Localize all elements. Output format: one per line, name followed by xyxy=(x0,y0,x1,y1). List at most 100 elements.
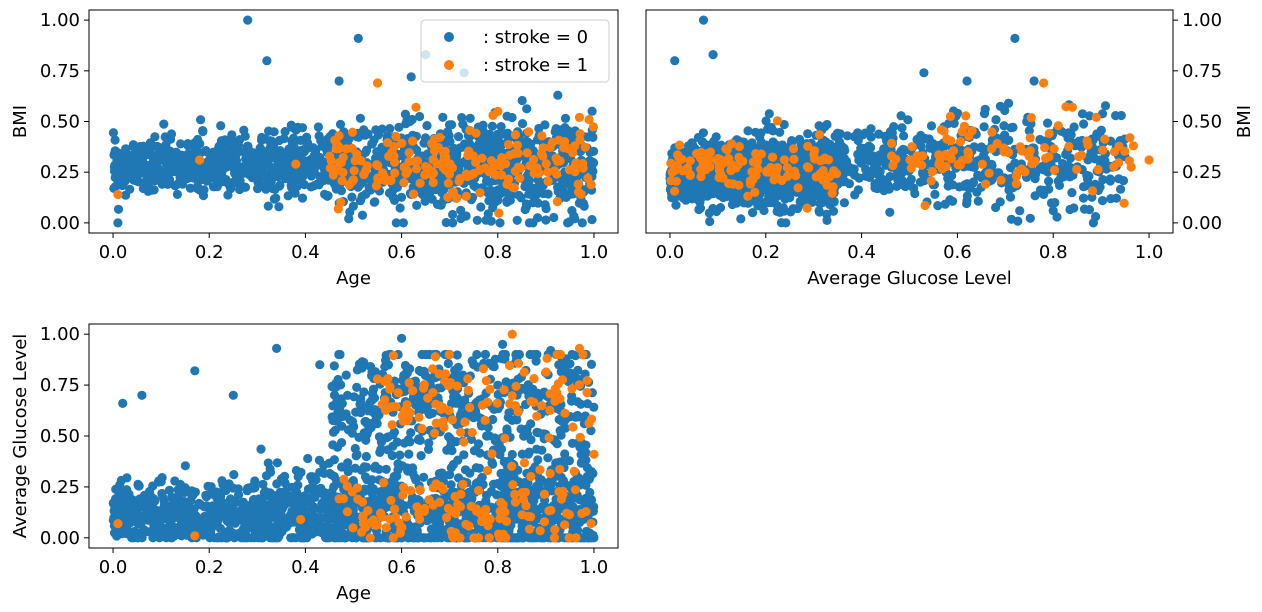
point-stroke0 xyxy=(491,522,501,532)
x-tick-label: 0.4 xyxy=(847,242,876,263)
point-stroke1 xyxy=(550,166,560,176)
point-stroke0 xyxy=(1000,105,1010,116)
point-stroke0 xyxy=(834,137,845,147)
point-stroke0 xyxy=(849,132,859,142)
point-stroke1 xyxy=(768,152,778,162)
point-stroke0 xyxy=(259,492,269,502)
point-stroke0 xyxy=(282,163,292,173)
point-stroke1 xyxy=(444,169,455,179)
point-stroke0 xyxy=(185,183,195,193)
point-stroke1 xyxy=(491,170,501,180)
point-stroke0 xyxy=(373,149,383,159)
point-stroke1 xyxy=(685,169,695,179)
point-stroke0 xyxy=(822,119,832,130)
point-stroke1 xyxy=(912,151,922,161)
point-stroke0 xyxy=(457,113,467,123)
point-stroke1 xyxy=(443,192,453,202)
point-stroke1 xyxy=(510,166,520,176)
point-stroke0 xyxy=(438,112,448,122)
point-stroke0 xyxy=(407,114,417,125)
point-stroke0 xyxy=(434,469,444,479)
x-tick-label: 0.6 xyxy=(387,242,416,263)
y-tick-label: 1.00 xyxy=(1182,10,1222,31)
point-stroke0 xyxy=(962,76,972,86)
point-stroke0 xyxy=(149,494,159,504)
point-stroke1 xyxy=(477,153,487,163)
point-stroke0 xyxy=(223,190,233,200)
point-stroke1 xyxy=(341,144,351,154)
point-stroke0 xyxy=(1044,176,1054,186)
point-stroke0 xyxy=(164,485,175,495)
point-stroke0 xyxy=(799,175,810,185)
point-stroke0 xyxy=(906,174,916,184)
point-stroke1 xyxy=(955,136,966,147)
point-stroke0 xyxy=(994,168,1004,178)
point-stroke0 xyxy=(708,50,718,60)
scatter-points xyxy=(665,15,1154,228)
point-stroke1 xyxy=(802,203,812,213)
point-stroke1 xyxy=(802,162,813,172)
point-stroke1 xyxy=(543,176,553,186)
point-stroke1 xyxy=(541,159,551,169)
point-stroke1 xyxy=(464,146,474,156)
point-stroke1 xyxy=(338,167,348,178)
point-stroke0 xyxy=(962,191,973,201)
point-stroke1 xyxy=(981,179,991,189)
point-stroke1 xyxy=(529,168,539,178)
point-stroke1 xyxy=(195,155,205,165)
point-stroke0 xyxy=(763,124,773,134)
point-stroke0 xyxy=(257,533,267,543)
point-stroke1 xyxy=(1109,162,1119,172)
point-stroke0 xyxy=(522,137,533,147)
point-stroke0 xyxy=(441,217,451,228)
point-stroke0 xyxy=(482,176,492,186)
point-stroke0 xyxy=(909,183,919,193)
point-stroke0 xyxy=(113,159,123,169)
point-stroke0 xyxy=(249,533,259,543)
point-stroke0 xyxy=(229,164,239,174)
point-stroke0 xyxy=(1010,33,1020,44)
point-stroke0 xyxy=(502,111,512,121)
point-stroke1 xyxy=(588,122,599,132)
point-stroke1 xyxy=(905,155,915,165)
subplot-2: 0.0 0.2 0.4 0.6 0.8 1.00.000.250.500.751.00Av… xyxy=(645,9,1255,289)
point-stroke1 xyxy=(347,127,358,137)
point-stroke0 xyxy=(229,470,239,480)
point-stroke0 xyxy=(138,161,148,171)
point-stroke0 xyxy=(926,121,937,131)
point-stroke0 xyxy=(225,494,236,504)
point-stroke0 xyxy=(540,200,550,210)
point-stroke0 xyxy=(311,158,321,168)
point-stroke1 xyxy=(887,138,897,148)
point-stroke0 xyxy=(415,111,425,122)
point-stroke0 xyxy=(481,215,491,225)
point-stroke0 xyxy=(524,218,535,228)
point-stroke0 xyxy=(362,145,372,155)
point-stroke1 xyxy=(1119,198,1129,208)
x-axis-label: Age xyxy=(336,268,371,289)
subplot-3: 0.0 0.2 0.4 0.6 0.8 1.00.000.250.500.751.00Ag… xyxy=(10,323,619,604)
point-stroke1 xyxy=(113,189,123,200)
point-stroke0 xyxy=(272,458,282,468)
point-stroke1 xyxy=(912,158,922,168)
point-stroke1 xyxy=(734,141,744,152)
point-stroke1 xyxy=(937,164,947,174)
point-stroke1 xyxy=(1109,147,1119,157)
point-stroke0 xyxy=(524,175,534,186)
point-stroke0 xyxy=(1097,196,1108,206)
point-stroke1 xyxy=(827,188,837,198)
point-stroke1 xyxy=(438,163,448,173)
point-stroke0 xyxy=(919,176,929,186)
point-stroke0 xyxy=(842,131,853,141)
point-stroke0 xyxy=(570,515,580,525)
y-tick-label: 0.25 xyxy=(1182,162,1222,183)
point-stroke1 xyxy=(543,167,553,177)
point-stroke0 xyxy=(227,130,237,140)
point-stroke1 xyxy=(443,178,453,188)
point-stroke1 xyxy=(789,154,799,164)
point-stroke0 xyxy=(1091,212,1101,222)
legend-label: : stroke = 1 xyxy=(483,55,588,76)
point-stroke1 xyxy=(573,179,583,189)
point-stroke1 xyxy=(515,173,525,183)
point-stroke0 xyxy=(1100,101,1111,111)
